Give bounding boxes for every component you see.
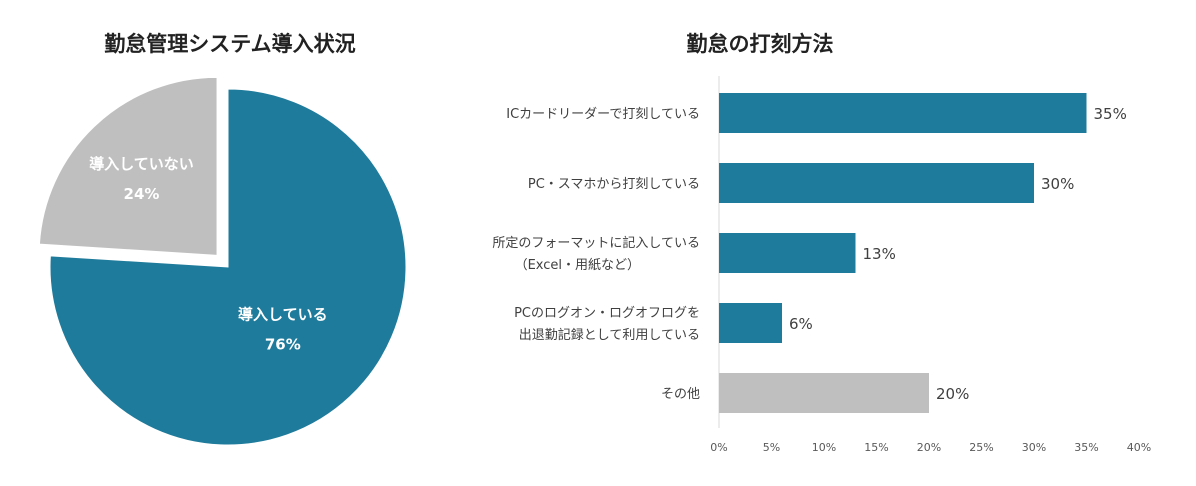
- x-tick-label: 10%: [812, 441, 836, 454]
- x-tick-label: 35%: [1074, 441, 1098, 454]
- pie-slice-label: 導入していない: [89, 155, 194, 173]
- x-tick-label: 25%: [969, 441, 993, 454]
- bar-category-label: PC・スマホから打刻している: [528, 177, 700, 192]
- bar-category-label: （Excel・用紙など）: [515, 258, 640, 273]
- bar-category-label: その他: [661, 387, 700, 402]
- pie-slice: [49, 88, 407, 446]
- bar: [719, 163, 1034, 203]
- bar-category-label: ICカードリーダーで打刻している: [506, 107, 700, 122]
- bar: [719, 303, 782, 343]
- bar: [719, 373, 929, 413]
- x-tick-label: 30%: [1022, 441, 1046, 454]
- bar: [719, 233, 856, 273]
- bar: [719, 93, 1087, 133]
- x-tick-label: 5%: [763, 441, 780, 454]
- x-tick-label: 20%: [917, 441, 941, 454]
- pie-chart: 導入している 76% 導入していない 24%: [38, 76, 407, 446]
- pie-slice-label: 導入している: [238, 305, 328, 323]
- x-tick-label: 15%: [864, 441, 888, 454]
- bar-value-label: 30%: [1041, 175, 1074, 193]
- x-tick-label: 40%: [1127, 441, 1151, 454]
- bar-category-label: PCのログオン・ログオフログを: [514, 306, 700, 321]
- bar-category-label: 出退勤記録として利用している: [519, 327, 700, 343]
- pie-slice-value: 76%: [265, 335, 301, 353]
- pie-chart-title: 勤怠管理システム導入状況: [104, 32, 356, 56]
- bar-value-label: 35%: [1094, 105, 1127, 123]
- pie-slice: [38, 76, 218, 256]
- bar-value-label: 13%: [863, 245, 896, 263]
- bar-chart-title: 勤怠の打刻方法: [686, 32, 834, 56]
- bar-value-label: 6%: [789, 315, 813, 333]
- bar-chart: 35% ICカードリーダーで打刻している 30% PC・スマホから打刻している 13% 所…: [492, 76, 1151, 454]
- pie-slice-value: 24%: [124, 185, 160, 203]
- bar-category-label: 所定のフォーマットに記入している: [492, 235, 700, 251]
- x-tick-label: 0%: [710, 441, 727, 454]
- bar-value-label: 20%: [936, 385, 969, 403]
